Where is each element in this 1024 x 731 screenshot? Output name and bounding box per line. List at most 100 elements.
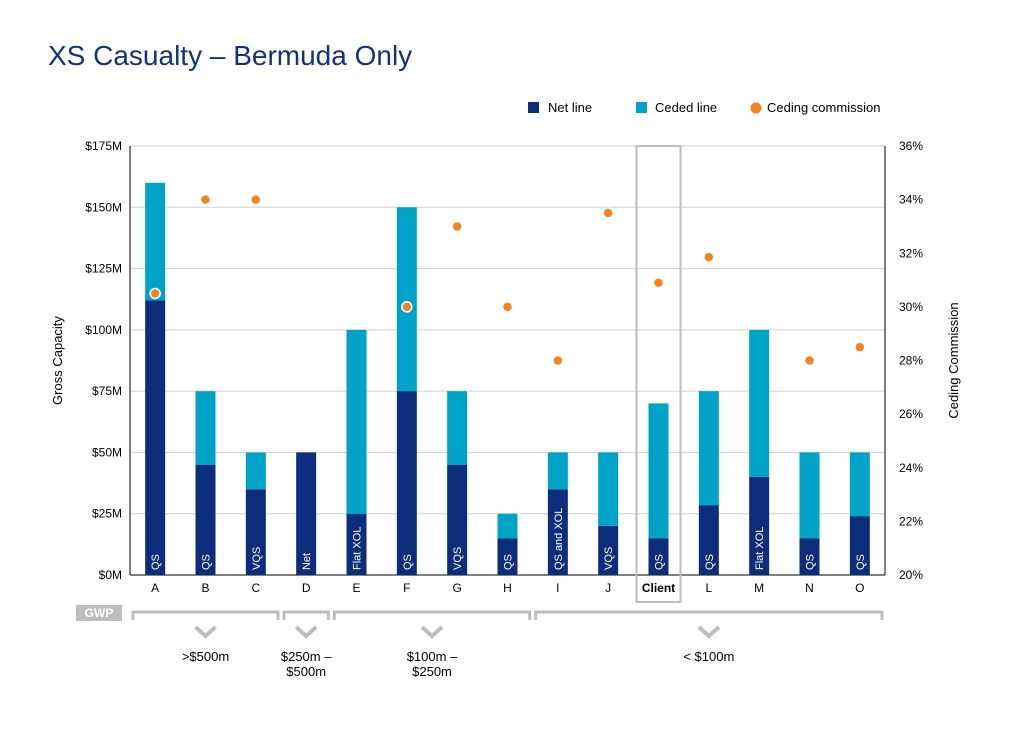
bar-net-line xyxy=(447,464,468,575)
bar-ceded-line xyxy=(145,182,166,301)
commission-dot xyxy=(501,301,514,313)
y2-tick-label: 28% xyxy=(899,354,923,368)
y2-axis-title: Ceding Commission xyxy=(946,302,961,418)
bar-ceded-line xyxy=(497,513,518,539)
bar-net-line xyxy=(849,516,870,575)
commission-dot xyxy=(401,301,413,313)
commission-dot xyxy=(803,354,816,367)
bar-ceded-line xyxy=(346,329,367,514)
group-label-line: < $100m xyxy=(683,649,734,664)
commission-dot xyxy=(552,354,564,367)
x-tick-label: D xyxy=(302,581,311,595)
group-label-line: $100m – xyxy=(407,649,458,664)
gwp-label: GWP xyxy=(85,606,114,620)
y-tick-label: $25M xyxy=(92,507,122,521)
group-chevron xyxy=(697,625,721,639)
y-tick-label: $50M xyxy=(92,445,122,459)
x-tick-label: N xyxy=(805,581,814,595)
y-tick-label: $175M xyxy=(85,139,122,153)
bar-type-label: Flat XOL xyxy=(352,527,364,570)
x-tick-label: O xyxy=(855,581,864,595)
x-tick-label: H xyxy=(503,581,512,595)
group-chevron xyxy=(194,625,217,639)
x-tick-label: F xyxy=(403,581,410,595)
group-bracket xyxy=(534,610,884,620)
commission-dot xyxy=(451,220,463,233)
bar-type-label: QS and XOL xyxy=(553,508,565,570)
page-title: XS Casualty – Bermuda Only xyxy=(48,40,413,71)
bar-type-label: QS xyxy=(150,554,162,570)
bar-type-label: VQS xyxy=(251,547,263,570)
bar-net-line xyxy=(749,476,770,575)
commission-dot xyxy=(199,193,212,206)
group-label: < $100m xyxy=(683,649,734,664)
bar-net-line xyxy=(396,391,417,575)
legend-swatch-commission xyxy=(750,102,762,114)
bar-ceded-line xyxy=(396,207,417,392)
commission-dot xyxy=(854,341,866,353)
y2-tick-label: 34% xyxy=(899,193,923,207)
y-tick-label: $75M xyxy=(92,384,122,398)
group-bracket xyxy=(332,610,532,620)
bar-ceded-line xyxy=(547,452,568,490)
legend-swatch-ceded xyxy=(636,102,647,113)
x-tick-label: I xyxy=(556,581,559,595)
group-label-line: $250m xyxy=(412,664,452,679)
group-chevron xyxy=(420,625,444,639)
bar-net-line xyxy=(195,464,216,575)
group-label-line: >$500m xyxy=(182,649,229,664)
gwp-badge xyxy=(76,605,122,621)
y2-tick-label: 30% xyxy=(899,300,923,314)
commission-dot xyxy=(703,251,715,264)
group-label: >$500m xyxy=(182,649,229,664)
bar-ceded-line xyxy=(749,329,770,477)
legend-swatch-net xyxy=(528,102,539,113)
x-tick-label: E xyxy=(352,581,360,595)
bar-net-line xyxy=(598,525,619,575)
y2-tick-label: 20% xyxy=(899,568,923,582)
bar-net-line xyxy=(648,538,669,575)
bar-net-line xyxy=(145,300,166,575)
bar-type-label: QS xyxy=(855,554,867,570)
bar-type-label: Net xyxy=(301,553,313,570)
bar-ceded-line xyxy=(799,452,820,539)
x-tick-label: B xyxy=(201,581,209,595)
y2-tick-label: 36% xyxy=(899,139,923,153)
commission-dot xyxy=(149,287,161,300)
bar-net-line xyxy=(799,538,820,575)
x-tick-label: J xyxy=(605,581,611,595)
bar-net-line xyxy=(547,489,568,575)
y-tick-label: $0M xyxy=(99,568,122,582)
bar-type-label: VQS xyxy=(603,547,615,570)
legend-label-commission: Ceding commission xyxy=(767,100,880,115)
bar-type-label: QS xyxy=(805,554,817,570)
commission-dot xyxy=(250,193,262,206)
bar-type-label: QS xyxy=(704,554,716,570)
client-highlight-box xyxy=(635,145,682,603)
y-tick-label: $150M xyxy=(85,200,122,214)
y2-tick-label: 32% xyxy=(899,246,923,260)
x-tick-label: M xyxy=(754,581,764,595)
group-label: $100m – $250m xyxy=(407,649,458,679)
y-tick-label: $100M xyxy=(85,323,122,337)
y2-tick-label: 26% xyxy=(899,407,923,421)
bar-ceded-line xyxy=(195,391,216,465)
bar-ceded-line xyxy=(849,452,870,517)
bar-type-label: QS xyxy=(201,554,213,570)
bar-net-line xyxy=(296,452,317,575)
bar-net-line xyxy=(245,489,266,575)
x-tick-label: A xyxy=(151,581,159,595)
commission-dot xyxy=(652,276,665,289)
x-tick-label: G xyxy=(452,581,461,595)
bar-net-line xyxy=(497,538,518,575)
group-label: $250m – $500m xyxy=(281,649,332,679)
y-axis-title: Gross Capacity xyxy=(50,316,65,405)
y-tick-label: $125M xyxy=(85,262,122,276)
bar-net-line xyxy=(698,505,719,575)
bar-type-label: QS xyxy=(654,554,666,570)
bar-type-label: VQS xyxy=(452,547,464,570)
group-label-line: $500m xyxy=(286,664,326,679)
bar-ceded-line xyxy=(598,452,619,526)
group-chevron xyxy=(294,625,318,639)
bar-ceded-line xyxy=(698,391,719,506)
